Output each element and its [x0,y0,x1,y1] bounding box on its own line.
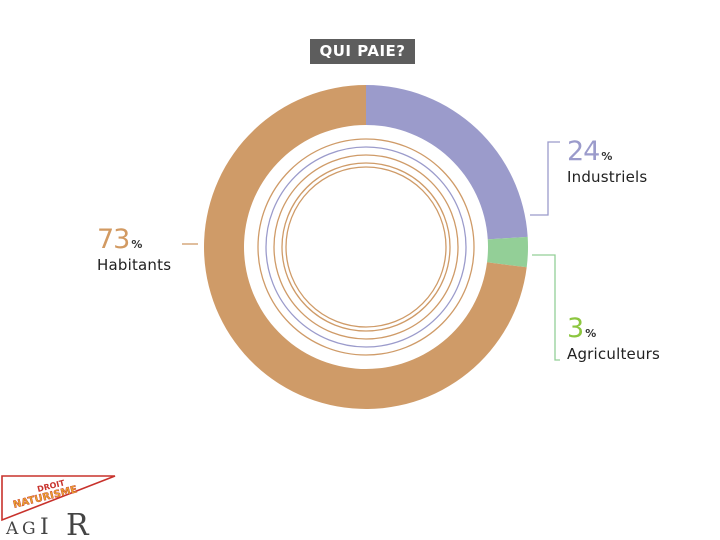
logo-letter: I [40,515,49,540]
logo-letter: R [66,508,90,540]
inner-ring [273,154,459,340]
percent-value: 24 [567,136,600,167]
percent-value: 3 [567,313,584,344]
inner-decorative-rings [257,138,475,356]
logo-letter: A [5,519,19,539]
percent-sign: % [131,238,143,251]
inner-ring [285,166,447,328]
category-name: Habitants [97,256,172,274]
percent-sign: % [585,327,597,340]
inner-ring [281,162,451,332]
inner-ring [257,138,475,356]
leader-line-agriculteurs [532,254,560,361]
logo-pennant-shape [1,475,116,522]
slice-industriels [366,85,528,240]
leader-line-industriels [530,141,560,216]
label-industriels: 24% Industriels [567,138,647,186]
label-habitants: 73% Habitants [97,226,171,274]
category-name: Agriculteurs [567,345,661,363]
percent-value: 73 [97,224,130,255]
agir-logo: DROIT NATURISME A G I R [1,475,116,540]
leader-lines [182,141,560,361]
inner-ring [265,146,467,348]
logo-letter: G [22,519,36,539]
category-name: Industriels [567,168,648,186]
slice-agriculteurs [487,236,528,268]
percent-sign: % [601,150,613,163]
label-agriculteurs: 3% Agriculteurs [567,315,660,363]
chart-title: QUI PAIE? [310,39,415,64]
